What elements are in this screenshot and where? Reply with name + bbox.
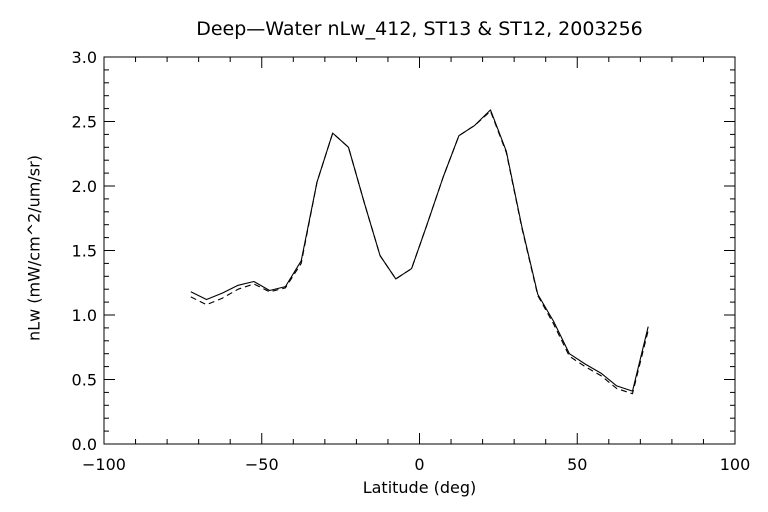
y-tick-label: 0.5 [72,371,97,390]
plot-frame [103,56,736,445]
x-tick-label: 0 [414,455,424,474]
y-tick-label: 0.0 [72,435,97,454]
minor-ticks [104,57,735,444]
chart-title: Deep—Water nLw_412, ST13 & ST12, 2003256 [196,18,643,40]
y-tick-label: 1.0 [72,306,97,325]
series-line-dashed [190,110,649,395]
series-line-solid [190,109,649,392]
y-tick-label: 2.5 [72,113,97,132]
tick-labels: −100 −50 0 50 100 0.0 0.5 1.0 1.5 2.0 2.5 3.0 [72,48,751,474]
x-tick-label: −100 [82,455,126,474]
x-tick-label: 50 [567,455,587,474]
y-axis-label: nLw (mW/cm^2/um/sr) [24,155,44,341]
x-tick-label: 100 [720,455,751,474]
y-tick-label: 2.0 [72,177,97,196]
x-tick-label: −50 [245,455,279,474]
x-axis-label: Latitude (deg) [362,478,477,497]
series-lines [190,109,649,395]
major-ticks [103,56,736,445]
y-tick-label: 3.0 [72,48,97,67]
y-tick-label: 1.5 [72,242,97,261]
